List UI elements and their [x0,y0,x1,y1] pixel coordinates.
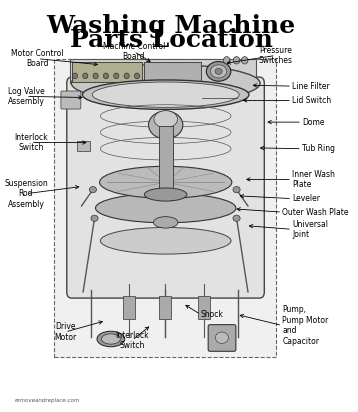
Text: Interlock
Switch: Interlock Switch [115,330,149,350]
Ellipse shape [211,65,227,78]
Text: Dome: Dome [302,117,324,126]
Ellipse shape [97,331,125,347]
Ellipse shape [241,56,248,64]
FancyBboxPatch shape [67,77,264,298]
Ellipse shape [83,73,88,79]
FancyBboxPatch shape [159,296,171,318]
Text: Lid Switch: Lid Switch [292,96,331,105]
FancyBboxPatch shape [70,59,256,83]
Ellipse shape [100,166,232,198]
Ellipse shape [101,334,120,344]
Ellipse shape [71,64,260,102]
Ellipse shape [215,332,228,344]
Ellipse shape [223,56,230,64]
Text: Universal
Joint: Universal Joint [292,220,328,239]
Ellipse shape [233,56,240,64]
Ellipse shape [145,188,187,201]
FancyBboxPatch shape [208,325,236,351]
Text: Machine Control
Board: Machine Control Board [102,42,165,61]
FancyBboxPatch shape [54,59,276,358]
Ellipse shape [233,187,240,193]
Text: Tub Ring: Tub Ring [302,144,335,153]
Ellipse shape [134,73,140,79]
Text: Parts Location: Parts Location [70,28,273,52]
Ellipse shape [93,73,98,79]
Ellipse shape [154,217,178,228]
Text: Suspension
Rod
Assembly: Suspension Rod Assembly [4,179,48,208]
Text: removeandreplace.com: removeandreplace.com [15,398,80,403]
Text: Line Filter: Line Filter [292,82,330,91]
FancyBboxPatch shape [123,296,135,318]
Text: Motor Control
Board: Motor Control Board [11,49,64,68]
Text: Log Valve
Assembly: Log Valve Assembly [8,87,44,106]
Ellipse shape [149,111,183,139]
Ellipse shape [72,73,78,79]
Text: Drive
Motor: Drive Motor [54,322,76,342]
Ellipse shape [91,215,98,221]
Ellipse shape [82,80,249,110]
Text: Outer Wash Plate: Outer Wash Plate [282,208,349,217]
FancyBboxPatch shape [72,61,142,82]
Text: Interlock
Switch: Interlock Switch [14,133,48,152]
Ellipse shape [96,193,236,223]
Ellipse shape [233,215,240,221]
FancyBboxPatch shape [77,140,90,151]
Text: Pump,
Pump Motor
and
Capacitor: Pump, Pump Motor and Capacitor [282,305,329,346]
Text: Washing Machine: Washing Machine [47,14,296,38]
Ellipse shape [92,82,239,108]
FancyBboxPatch shape [198,296,210,318]
Ellipse shape [100,227,231,254]
FancyBboxPatch shape [144,61,200,82]
Text: Leveler: Leveler [292,194,320,203]
Text: Pressure
Switches: Pressure Switches [259,46,293,65]
Ellipse shape [154,111,178,128]
Ellipse shape [103,73,108,79]
Ellipse shape [215,68,222,75]
Text: Inner Wash
Plate: Inner Wash Plate [292,170,335,189]
FancyBboxPatch shape [159,126,173,200]
Ellipse shape [114,73,119,79]
Ellipse shape [89,187,97,193]
Ellipse shape [206,61,231,81]
Ellipse shape [124,73,129,79]
FancyBboxPatch shape [61,91,81,109]
Text: Shock: Shock [200,310,223,319]
